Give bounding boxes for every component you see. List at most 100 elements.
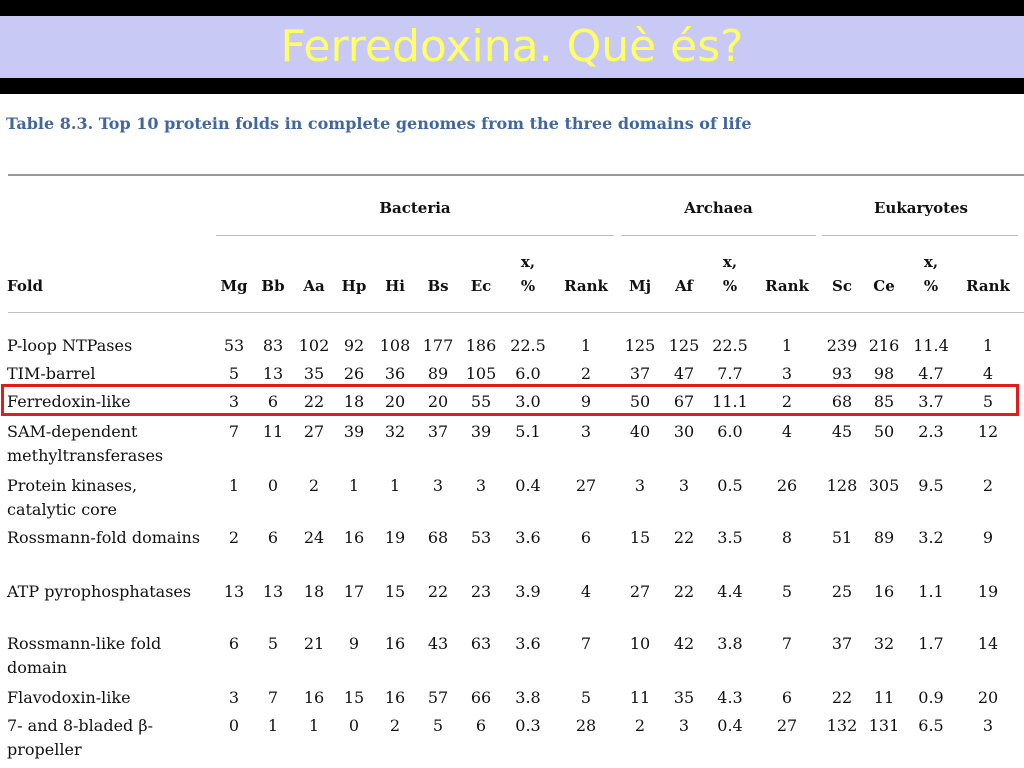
table-cell: 22.5 [712, 336, 748, 355]
table-cell: 11.1 [712, 392, 748, 411]
table-cell: 3.6 [515, 634, 541, 653]
table-cell: 2 [308, 476, 320, 495]
table-cell: 102 [298, 336, 330, 355]
table-cell: 66 [470, 688, 492, 707]
table-cell: 26 [343, 364, 365, 383]
table-cell: 67 [673, 392, 695, 411]
table-panel: Table 8.3. Top 10 protein folds in compl… [0, 94, 1024, 768]
fold-name: P-loop NTPases [7, 336, 133, 355]
table-cell: 125 [624, 336, 656, 355]
table-cell: 2 [781, 392, 793, 411]
table-cell: 5 [580, 688, 592, 707]
table-cell: 63 [470, 634, 492, 653]
slide-title: Ferredoxina. Què és? [280, 21, 744, 72]
table-cell: 3 [228, 688, 240, 707]
table-cell: 20 [977, 688, 999, 707]
table-cell: 17 [343, 582, 365, 601]
table-cell: 4 [580, 582, 592, 601]
table-cell: 51 [831, 528, 853, 547]
table-cell: 5 [267, 634, 279, 653]
table-cell: 25 [831, 582, 853, 601]
table-cell: 3.7 [918, 392, 944, 411]
table-cell: 177 [422, 336, 454, 355]
fold-name: ATP pyrophosphatases [7, 582, 192, 601]
column-header: Af [675, 277, 693, 295]
table-cell: 28 [575, 716, 597, 735]
table-cell: 6 [267, 392, 279, 411]
column-header: Mg [220, 277, 248, 295]
fold-name: Rossmann-like fold domain [7, 634, 162, 677]
header-fold: Fold [7, 277, 44, 295]
table-cell: 0.9 [918, 688, 944, 707]
table-cell: 19 [977, 582, 999, 601]
table-cell: 12 [977, 422, 999, 441]
column-header: Hp [341, 277, 367, 295]
group-rule-bacteria [216, 235, 614, 236]
column-header: Mj [628, 277, 652, 295]
table-cell: 43 [427, 634, 449, 653]
group-rule-eukaryotes [822, 235, 1018, 236]
column-header: Sc [832, 277, 852, 295]
table-cell: 3.8 [515, 688, 541, 707]
table-cell: 32 [873, 634, 895, 653]
table-cell: 20 [427, 392, 449, 411]
table-cell: 5 [432, 716, 444, 735]
table-cell: 50 [629, 392, 651, 411]
table-cell: 35 [303, 364, 325, 383]
column-header: Bs [427, 277, 449, 295]
table-cell: 13 [262, 364, 284, 383]
table-cell: 1.7 [918, 634, 944, 653]
table-cell: 125 [668, 336, 700, 355]
table-cell: 15 [629, 528, 651, 547]
table-cell: 15 [343, 688, 365, 707]
table-cell: 92 [343, 336, 365, 355]
table-cell: 16 [303, 688, 325, 707]
table-cell: 39 [470, 422, 492, 441]
table-cell: 4.3 [717, 688, 743, 707]
table-cell: 36 [384, 364, 406, 383]
fold-name: 7- and 8-bladed β-propeller [7, 716, 154, 759]
table-cell: 3.6 [515, 528, 541, 547]
table-cell: 0.4 [717, 716, 743, 735]
table-cell: 3 [982, 716, 994, 735]
table-cell: 21 [303, 634, 325, 653]
column-header: Aa [303, 277, 325, 295]
table-cell: 1.1 [918, 582, 944, 601]
table-cell: 3 [634, 476, 646, 495]
table-cell: 89 [873, 528, 895, 547]
table-cell: 18 [343, 392, 365, 411]
table-cell: 3 [781, 364, 793, 383]
table-cell: 11 [629, 688, 651, 707]
table-cell: 128 [826, 476, 858, 495]
table-cell: 27 [776, 716, 798, 735]
group-bacteria: Bacteria [379, 199, 451, 217]
group-archaea: Archaea [684, 199, 753, 217]
fold-name: Protein kinases, catalytic core [7, 476, 138, 519]
table-cell: 8 [781, 528, 793, 547]
table-cell: 19 [384, 528, 406, 547]
table-cell: 98 [873, 364, 895, 383]
table-cell: 24 [303, 528, 325, 547]
table-cell: 4 [982, 364, 994, 383]
table-cell: 132 [826, 716, 858, 735]
column-header: Rank [765, 277, 809, 295]
table-cell: 27 [629, 582, 651, 601]
table-cell: 3 [580, 422, 592, 441]
table-cell: 53 [470, 528, 492, 547]
table-cell: 47 [673, 364, 695, 383]
table-cell: 16 [384, 634, 406, 653]
table-cell: 0 [348, 716, 360, 735]
column-header: Hi [385, 277, 405, 295]
table-cell: 14 [977, 634, 999, 653]
table-cell: 11.4 [913, 336, 949, 355]
table-cell: 93 [831, 364, 853, 383]
table-cell: 3.2 [918, 528, 944, 547]
table-cell: 131 [868, 716, 900, 735]
table-cell: 18 [303, 582, 325, 601]
table-cell: 5.1 [515, 422, 541, 441]
table-cell: 0 [228, 716, 240, 735]
table-cell: 6 [267, 528, 279, 547]
table-cell: 53 [223, 336, 245, 355]
top-rule [8, 174, 1024, 176]
table-cell: 50 [873, 422, 895, 441]
